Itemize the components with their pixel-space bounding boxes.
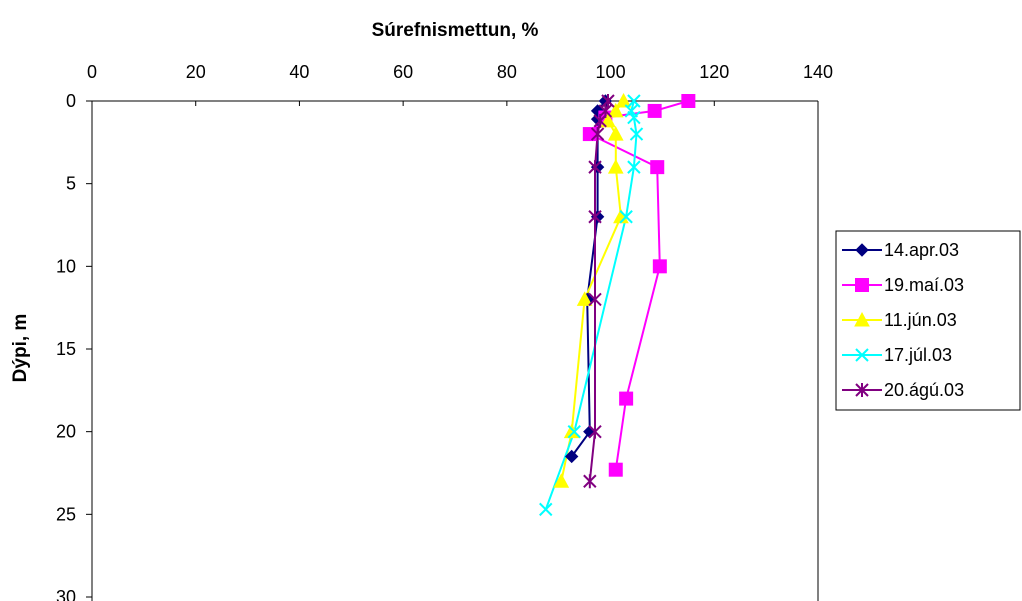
- data-point-series-4: [567, 424, 581, 439]
- data-point-series-2: [652, 259, 667, 274]
- data-point-series-5: [588, 292, 602, 307]
- series-line-3: [560, 100, 625, 482]
- legend-entry-label: 14.apr.03: [884, 240, 959, 260]
- legend-swatch-marker: [855, 243, 869, 257]
- data-point-series-4-stroke: [539, 502, 553, 517]
- legend-entry-label: 20.ágú.03: [884, 380, 964, 400]
- data-point-series-4-stroke: [619, 210, 633, 224]
- x-tick-label: 140: [803, 62, 833, 82]
- data-point-series-5: [583, 474, 597, 489]
- data-point-series-5: [601, 94, 615, 108]
- data-point-series-5: [588, 424, 602, 439]
- legend-swatch-marker: [855, 383, 869, 397]
- series-markers: [539, 92, 696, 517]
- x-tick-label: 20: [186, 62, 206, 82]
- legend-entry-label: 11.jún.03: [884, 310, 957, 330]
- x-tick-label: 0: [87, 62, 97, 82]
- data-point-series-2: [647, 103, 662, 118]
- data-point-series-5: [590, 127, 605, 142]
- data-point-series-5: [588, 209, 602, 224]
- data-point-series-4: [627, 94, 641, 108]
- data-point-series-4: [629, 127, 644, 141]
- series-line-2: [588, 100, 689, 470]
- y-tick-label: 25: [56, 504, 76, 524]
- x-tick-label: 40: [289, 62, 309, 82]
- data-point-series-3: [563, 423, 580, 439]
- data-point-series-2: [681, 94, 696, 108]
- data-point-series-4-stroke: [629, 127, 644, 141]
- data-point-series-4-stroke: [567, 424, 581, 439]
- x-tick-label: 60: [393, 62, 413, 82]
- data-point-series-5: [593, 113, 607, 128]
- data-point-series-4: [619, 210, 633, 224]
- data-point-series-1: [590, 160, 605, 174]
- data-point-series-1: [590, 210, 605, 224]
- data-point-series-4: [627, 110, 641, 125]
- data-point-series-3: [607, 126, 624, 141]
- legend-swatch-marker: [854, 311, 870, 327]
- legend-swatch-marker: [855, 348, 869, 362]
- y-axis-title: Dýpi, m: [10, 314, 31, 383]
- data-point-series-2: [650, 160, 665, 175]
- x-tick-label: 120: [699, 62, 729, 82]
- legend-swatch-marker-stroke: [855, 348, 869, 362]
- data-point-series-3: [607, 102, 624, 118]
- data-point-series-2: [619, 391, 634, 406]
- legend-swatch-marker: [855, 278, 869, 292]
- legend: 14.apr.03 19.maí.03 11.jún.03 17.júl.03 20.á…: [835, 230, 1021, 411]
- y-tick-label: 30: [56, 587, 76, 601]
- data-point-series-3: [607, 159, 624, 174]
- data-point-series-4: [539, 502, 553, 517]
- y-tick-label: 10: [56, 256, 76, 276]
- data-point-series-1: [564, 449, 579, 464]
- legend-entry-label: 17.júl.03: [884, 345, 952, 365]
- y-tick-label: 20: [56, 422, 76, 442]
- data-point-series-5: [588, 160, 602, 175]
- axis-ticks: 0 20 40 60 80 100 120 140 0 5 10 15 20 25 30: [56, 62, 833, 601]
- data-point-series-3: [576, 291, 593, 306]
- data-point-series-3: [553, 473, 570, 488]
- data-point-series-3: [600, 112, 616, 128]
- data-point-series-4-stroke: [627, 160, 641, 174]
- x-tick-label: 80: [497, 62, 517, 82]
- series-line-1: [570, 100, 607, 458]
- y-tick-label: 0: [66, 91, 76, 111]
- x-tick-label: 100: [596, 62, 626, 82]
- y-tick-label: 15: [56, 339, 76, 359]
- data-point-series-4-stroke: [624, 104, 639, 118]
- legend-entry-label: 19.maí.03: [884, 275, 964, 295]
- data-point-series-4-stroke: [627, 110, 641, 125]
- data-point-series-2: [608, 462, 623, 477]
- series-line-5: [588, 100, 609, 482]
- plot-area: [91, 100, 819, 601]
- data-point-series-4-stroke: [627, 94, 641, 108]
- y-tick-label: 5: [66, 174, 76, 194]
- data-point-series-3: [615, 92, 632, 108]
- x-axis-title: Súrefnismettun, %: [372, 20, 539, 41]
- data-point-series-4: [627, 160, 641, 174]
